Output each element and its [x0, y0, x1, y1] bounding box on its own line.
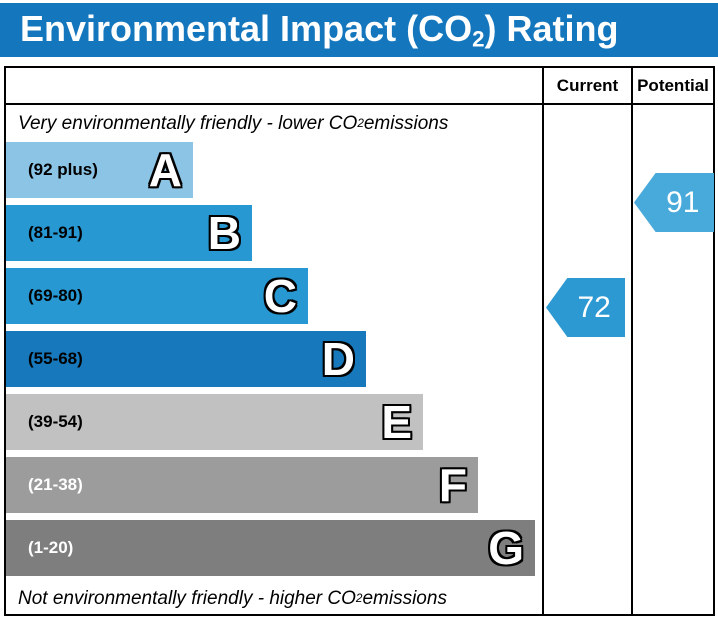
band-range-label: (81-91) — [28, 223, 83, 242]
band-row: (92 plus) A — [6, 142, 542, 205]
rating-table: Very environmentally friendly - lower CO… — [4, 66, 715, 616]
band-letter: C — [263, 270, 297, 322]
caption-bottom-co2-subscript: 2 — [355, 592, 363, 605]
bands-column: Very environmentally friendly - lower CO… — [6, 68, 542, 614]
band-letter: E — [381, 396, 412, 448]
band-letter: F — [438, 459, 467, 511]
band-bar: (21-38) F — [6, 457, 478, 513]
band-range-label: (55-68) — [28, 349, 83, 368]
main-column-header-spacer — [6, 68, 542, 105]
current-column-header: Current — [544, 68, 631, 105]
band-bar: (69-80) C — [6, 268, 308, 324]
band-range-label: (21-38) — [28, 475, 83, 494]
band-range-label: (1-20) — [28, 538, 74, 557]
band-row: (81-91) B — [6, 205, 542, 268]
band-row: (55-68) D — [6, 331, 542, 394]
chart-title-bar: Environmental Impact (CO2) Rating — [0, 3, 718, 57]
band-bar: (55-68) D — [6, 331, 366, 387]
band-bar: (81-91) B — [6, 205, 252, 261]
band-bar: (1-20) G — [6, 520, 535, 576]
band-row: (69-80) C — [6, 268, 542, 331]
current-column: Current — [542, 68, 631, 614]
band-range-label: (39-54) — [28, 412, 83, 431]
band-bar: (92 plus) A — [6, 142, 193, 198]
potential-rating-value: 91 — [666, 185, 700, 219]
band-letter: D — [321, 333, 355, 385]
bands-list: (92 plus) A (81-91) B (69-80) C (55-68) … — [6, 142, 542, 583]
potential-rating-arrow: 91 — [634, 173, 714, 232]
band-row: (1-20) G — [6, 520, 542, 583]
title-co2-subscript: 2 — [472, 26, 485, 52]
caption-top: Very environmentally friendly - lower CO… — [18, 112, 449, 134]
caption-top-co2-subscript: 2 — [357, 117, 364, 130]
band-letter: B — [207, 207, 241, 259]
current-rating-value: 72 — [577, 290, 611, 324]
band-letter: G — [488, 522, 524, 574]
caption-bottom: Not environmentally friendly - higher CO… — [18, 587, 447, 609]
potential-column: Potential — [631, 68, 713, 614]
band-letter: A — [148, 144, 182, 196]
band-row: (39-54) E — [6, 394, 542, 457]
page-title: Environmental Impact (CO2) Rating — [20, 7, 619, 52]
potential-column-header: Potential — [633, 68, 713, 105]
band-range-label: (92 plus) — [28, 160, 98, 179]
band-bar: (39-54) E — [6, 394, 423, 450]
band-range-label: (69-80) — [28, 286, 83, 305]
band-row: (21-38) F — [6, 457, 542, 520]
